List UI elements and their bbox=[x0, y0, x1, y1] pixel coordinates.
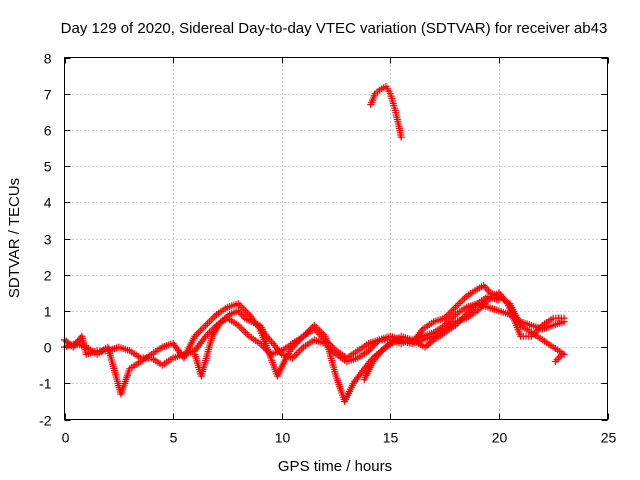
x-axis-label: GPS time / hours bbox=[278, 458, 392, 475]
data-point-interp bbox=[236, 301, 244, 309]
y-tick-label: -2 bbox=[39, 413, 52, 429]
x-tick-labels: 0 5 10 15 20 25 bbox=[62, 430, 617, 446]
data-point-interp bbox=[450, 305, 458, 313]
x-tick-label: 25 bbox=[601, 430, 617, 446]
x-tick-label: 20 bbox=[492, 430, 508, 446]
data-point-interp bbox=[312, 323, 320, 331]
plot-frame bbox=[64, 57, 608, 420]
y-tick-label: 6 bbox=[44, 123, 52, 139]
data-point-interp bbox=[242, 329, 249, 337]
y-tick-labels: -2 -1 0 1 2 3 4 5 6 7 8 bbox=[39, 51, 52, 429]
data-point-interp bbox=[209, 314, 217, 322]
chart-title: Day 129 of 2020, Sidereal Day-to-day VTE… bbox=[61, 20, 608, 37]
y-tick-label: 3 bbox=[44, 232, 52, 248]
data-point-interp bbox=[459, 296, 467, 304]
x-tick-label: 15 bbox=[383, 430, 399, 446]
data-point-interp bbox=[316, 327, 324, 335]
data-point-interp bbox=[205, 318, 213, 326]
data-point bbox=[558, 350, 566, 358]
data-point-interp bbox=[479, 301, 487, 309]
data-point-interp bbox=[240, 327, 248, 335]
data-point-interp bbox=[455, 300, 463, 308]
data-point-interp bbox=[446, 309, 454, 317]
series-4 bbox=[360, 292, 503, 384]
data-point-interp bbox=[267, 338, 275, 346]
series-2 bbox=[61, 282, 568, 405]
data-point-interp bbox=[457, 316, 465, 324]
data-point-interp bbox=[446, 316, 454, 324]
y-axis-label: SDTVAR / TECUs bbox=[6, 178, 23, 298]
data-point-interp bbox=[196, 327, 204, 335]
data-point-interp bbox=[556, 352, 564, 360]
series-5 bbox=[367, 82, 405, 141]
data-point-interp bbox=[481, 283, 489, 291]
series-1 bbox=[61, 300, 568, 369]
data-point-interp bbox=[203, 320, 211, 328]
data-point-interp bbox=[207, 316, 215, 324]
y-tick-label: -1 bbox=[39, 376, 52, 392]
data-point bbox=[495, 296, 503, 304]
data-point bbox=[397, 133, 405, 141]
data-point-interp bbox=[296, 347, 304, 355]
data-point bbox=[202, 321, 210, 329]
series-6 bbox=[551, 350, 566, 366]
data-point-interp bbox=[453, 301, 461, 309]
data-point-interp bbox=[450, 312, 458, 320]
y-tick-label: 5 bbox=[44, 159, 52, 175]
data-point-interp bbox=[198, 325, 206, 333]
data-point-interp bbox=[298, 345, 306, 353]
data-point-interp bbox=[266, 336, 274, 344]
data-point-interp bbox=[200, 323, 208, 331]
data-point-interp bbox=[238, 325, 246, 333]
x-tick-label: 10 bbox=[275, 430, 291, 446]
data-point-interp bbox=[211, 312, 219, 320]
y-tick-label: 1 bbox=[44, 304, 52, 320]
data-point-interp bbox=[236, 323, 244, 331]
y-tick-label: 8 bbox=[44, 51, 52, 67]
data-point-interp bbox=[444, 311, 452, 319]
y-tick-label: 2 bbox=[44, 268, 52, 284]
data-point-interp bbox=[243, 330, 251, 338]
y-tick-label: 0 bbox=[44, 340, 52, 356]
data-point-interp bbox=[294, 349, 302, 357]
data-point bbox=[551, 358, 559, 366]
data-point-interp bbox=[318, 329, 326, 337]
axis-ticks bbox=[64, 57, 609, 421]
y-tick-label: 7 bbox=[44, 87, 52, 103]
data-point-interp bbox=[366, 345, 374, 353]
x-tick-label: 0 bbox=[62, 430, 70, 446]
data-point-interp bbox=[553, 356, 561, 364]
x-tick-label: 5 bbox=[170, 430, 178, 446]
data-point-interp bbox=[461, 294, 469, 302]
data-point-interp bbox=[457, 298, 465, 306]
data-point-interp bbox=[194, 329, 202, 337]
data-point bbox=[560, 314, 568, 322]
y-tick-label: 4 bbox=[44, 195, 52, 211]
data-point-interp bbox=[314, 325, 322, 333]
data-point-interp bbox=[555, 354, 563, 362]
data-marks bbox=[61, 82, 568, 405]
